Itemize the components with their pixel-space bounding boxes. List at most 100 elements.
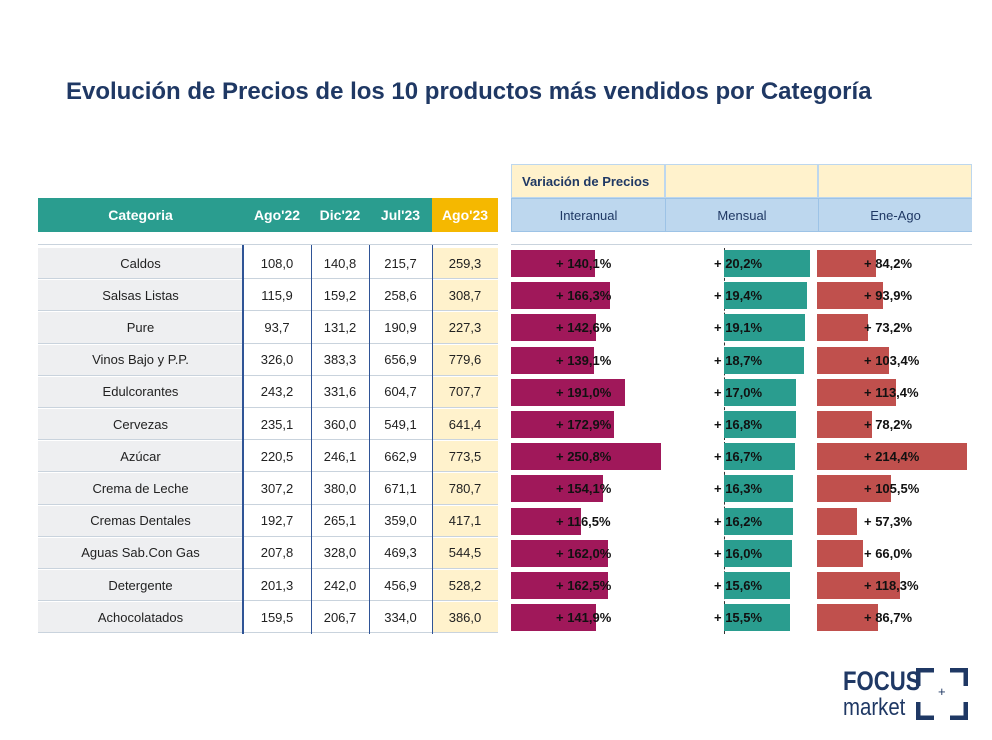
eneago-label: + 73,2% [864, 320, 913, 336]
value-cell: 140,8 [311, 248, 369, 280]
eneago-label: + 93,9% [864, 288, 913, 304]
mensual-bar [724, 282, 807, 310]
value-cell: 207,8 [243, 537, 311, 569]
column-separator [432, 245, 433, 635]
eneago-label: + 214,4% [864, 449, 920, 465]
table-top-rule [38, 244, 498, 245]
category-cell: Aguas Sab.Con Gas [38, 537, 243, 569]
value-cell: 190,9 [369, 312, 432, 344]
interanual-label: + 162,0% [556, 545, 612, 561]
interanual-bar [511, 282, 610, 310]
col-header-dic22: Dic'22 [311, 198, 369, 232]
interanual-label: + 154,1% [556, 481, 612, 497]
value-cell: 641,4 [432, 409, 498, 441]
interanual-label: + 142,6% [556, 320, 612, 336]
category-cell: Azúcar [38, 441, 243, 473]
value-cell: 259,3 [432, 248, 498, 280]
mensual-bar [724, 507, 793, 535]
category-cell: Achocolatados [38, 602, 243, 634]
column-separator [369, 245, 370, 635]
value-cell: 707,7 [432, 376, 498, 408]
category-cell: Vinos Bajo y P.P. [38, 344, 243, 376]
col-header-jul23: Jul'23 [369, 198, 432, 232]
mensual-label: + 19,1% [714, 320, 763, 336]
eneago-bar [817, 604, 878, 632]
mensual-label: + 17,0% [714, 384, 763, 400]
value-cell: 383,3 [311, 344, 369, 376]
value-cell: 779,6 [432, 344, 498, 376]
value-cell: 469,3 [369, 537, 432, 569]
interanual-label: + 140,1% [556, 256, 612, 271]
value-cell: 671,1 [369, 473, 432, 505]
eneago-bar [817, 539, 863, 567]
category-cell: Cervezas [38, 409, 243, 441]
eneago-bar [817, 443, 967, 471]
value-cell: 131,2 [311, 312, 369, 344]
eneago-bar [817, 346, 889, 374]
eneago-label: + 86,7% [864, 610, 913, 626]
variacion-header-blank-1 [665, 164, 818, 198]
value-cell: 215,7 [369, 248, 432, 280]
mensual-label: + 20,2% [714, 256, 763, 271]
variacion-header: Variación de Precios [511, 164, 665, 198]
interanual-bar [511, 346, 594, 374]
col-header-ago22: Ago'22 [243, 198, 311, 232]
value-cell: 308,7 [432, 280, 498, 312]
value-cell: 159,2 [311, 280, 369, 312]
mensual-bar [724, 250, 810, 277]
value-cell: 307,2 [243, 473, 311, 505]
value-cell: 417,1 [432, 505, 498, 537]
value-cell: 220,5 [243, 441, 311, 473]
value-cell: 328,0 [311, 537, 369, 569]
mensual-bar [724, 604, 790, 632]
mensual-bar [724, 314, 805, 342]
value-cell: 386,0 [432, 602, 498, 634]
logo-market: market [843, 694, 906, 721]
eneago-label: + 66,0% [864, 545, 913, 561]
eneago-bar [817, 314, 868, 342]
mensual-baseline [724, 248, 725, 635]
eneago-label: + 118,3% [864, 578, 919, 593]
category-cell: Crema de Leche [38, 473, 243, 505]
value-cell: 115,9 [243, 280, 311, 312]
category-separator [242, 245, 244, 635]
interanual-label: + 172,9% [556, 417, 612, 432]
interanual-label: + 250,8% [556, 449, 612, 465]
interanual-bar [511, 507, 581, 535]
interanual-bar [511, 572, 608, 599]
interanual-bar [511, 539, 608, 567]
mensual-label: + 19,4% [714, 288, 763, 304]
category-cell: Pure [38, 312, 243, 344]
mensual-label: + 16,8% [714, 417, 763, 432]
logo-plus: + [938, 684, 946, 699]
eneago-label: + 78,2% [864, 417, 913, 432]
category-cell: Salsas Listas [38, 280, 243, 312]
interanual-label: + 162,5% [556, 578, 612, 593]
value-cell: 235,1 [243, 409, 311, 441]
variacion-top-rule [511, 244, 972, 245]
eneago-label: + 84,2% [864, 256, 913, 271]
value-cell: 549,1 [369, 409, 432, 441]
category-cell: Detergente [38, 570, 243, 602]
value-cell: 456,9 [369, 570, 432, 602]
eneago-bar [817, 475, 891, 503]
interanual-bar [511, 443, 661, 471]
value-cell: 773,5 [432, 441, 498, 473]
interanual-bar [511, 604, 596, 632]
value-cell: 528,2 [432, 570, 498, 602]
eneago-label: + 105,5% [864, 481, 920, 497]
logo-brackets-icon [916, 668, 968, 720]
mensual-bar [724, 346, 804, 374]
mensual-label: + 16,2% [714, 513, 763, 529]
eneago-bar [817, 411, 872, 438]
col-header-mensual: Mensual [665, 198, 818, 232]
mensual-label: + 15,5% [714, 610, 763, 626]
eneago-bar [817, 282, 883, 310]
value-cell: 192,7 [243, 505, 311, 537]
eneago-label: + 103,4% [864, 352, 920, 368]
mensual-label: + 15,6% [714, 578, 763, 593]
value-cell: 246,1 [311, 441, 369, 473]
variacion-header-label: Variación de Precios [522, 173, 650, 189]
interanual-bar [511, 475, 603, 503]
eneago-label: + 113,4% [864, 384, 919, 400]
